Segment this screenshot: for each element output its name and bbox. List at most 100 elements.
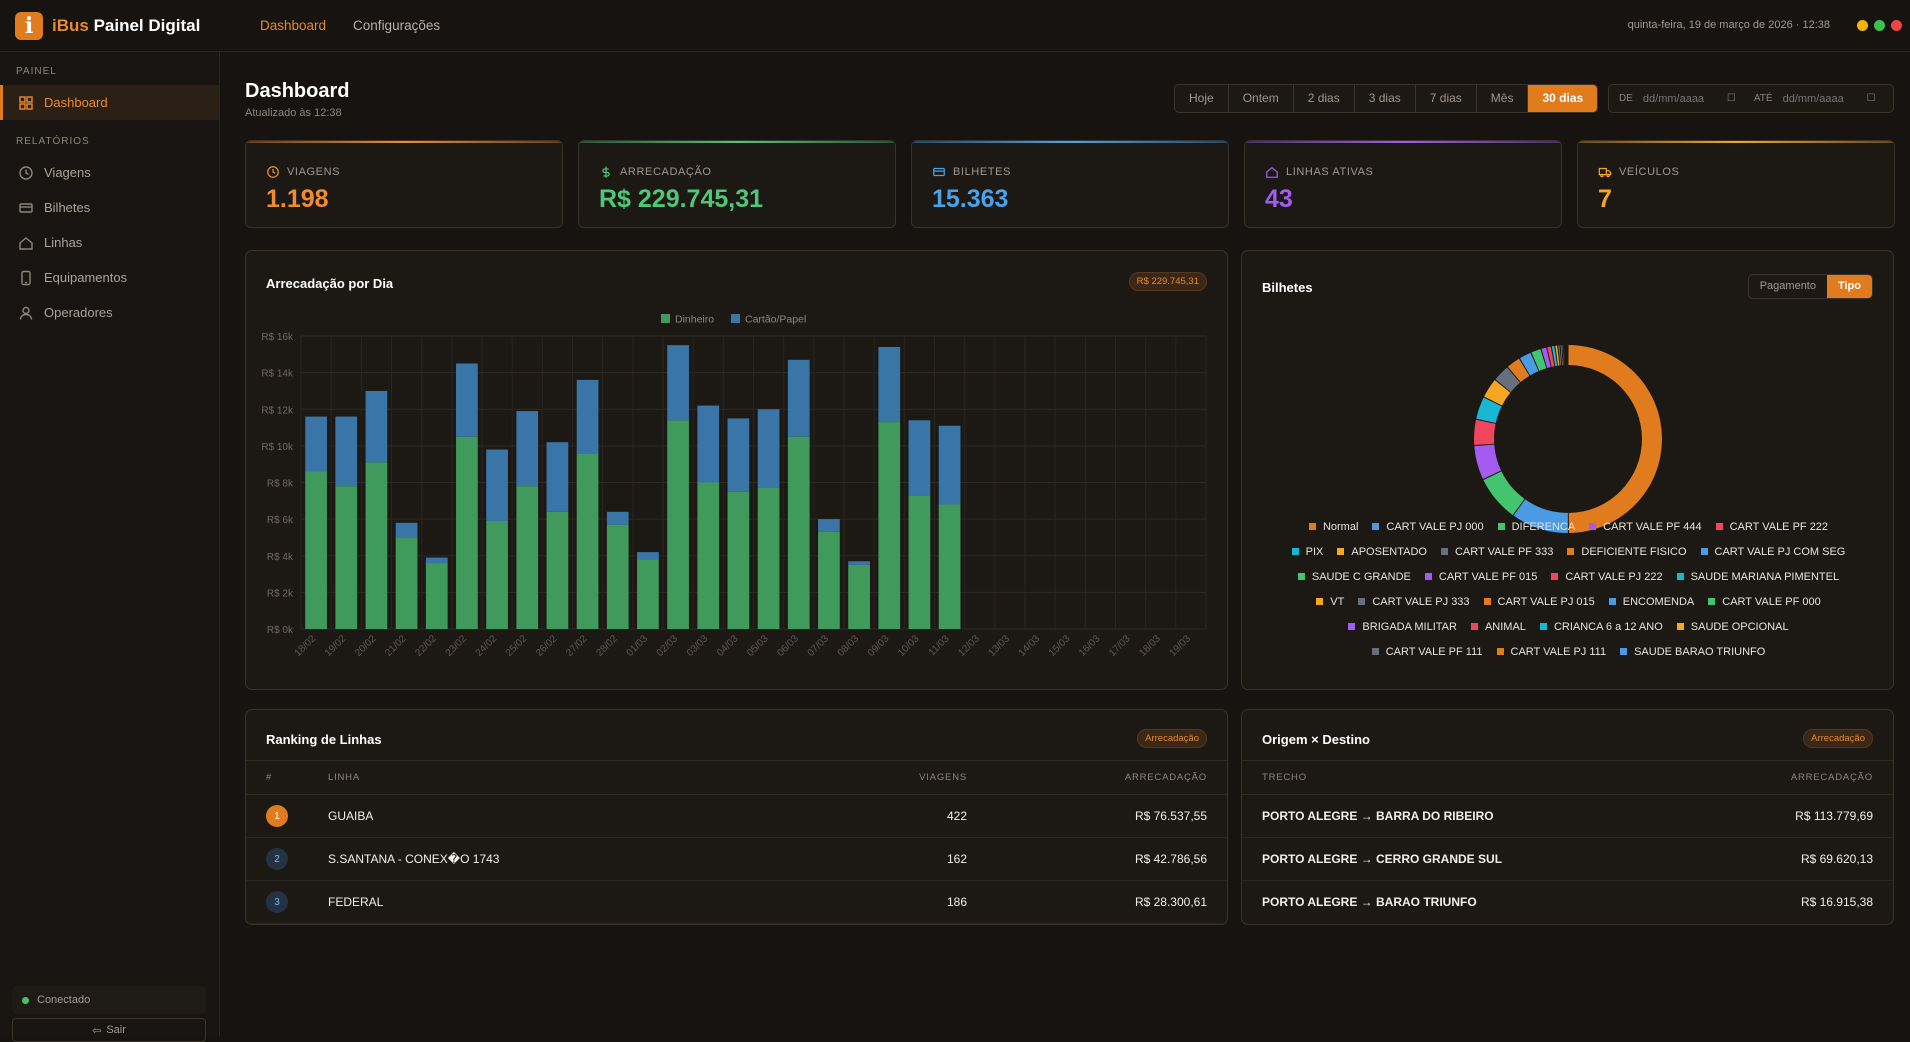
bar-segment[interactable]: [787, 436, 810, 629]
donut-slice[interactable]: [1474, 444, 1502, 480]
legend-item[interactable]: CART VALE PF 111: [1371, 640, 1483, 663]
donut-slice[interactable]: [1513, 499, 1568, 533]
donut-slice[interactable]: [1547, 346, 1555, 367]
calendar-icon[interactable]: ☐: [1726, 93, 1736, 104]
bar-segment[interactable]: [818, 531, 840, 629]
filter-30-dias[interactable]: 30 dias: [1528, 85, 1598, 112]
legend-item[interactable]: CART VALE PJ 015: [1483, 590, 1595, 613]
bar-segment[interactable]: [878, 346, 901, 423]
filter-7-dias[interactable]: 7 dias: [1416, 85, 1477, 112]
bar-segment[interactable]: [335, 416, 358, 487]
filter-ontem[interactable]: Ontem: [1229, 85, 1294, 112]
bar-segment[interactable]: [757, 409, 780, 488]
toggle-pagamento[interactable]: Pagamento: [1759, 280, 1816, 292]
legend-label[interactable]: Cartão/Papel: [745, 314, 806, 326]
donut-slice[interactable]: [1531, 349, 1547, 371]
donut-slice[interactable]: [1541, 347, 1551, 369]
bar-segment[interactable]: [486, 520, 508, 629]
bar-segment[interactable]: [606, 524, 629, 629]
legend-item[interactable]: DIFERENCA: [1497, 515, 1575, 538]
sidebar-item-equipamentos[interactable]: Equipamentos: [0, 260, 219, 295]
bar-segment[interactable]: [787, 359, 810, 437]
sidebar-item-dashboard[interactable]: Dashboard: [0, 85, 219, 120]
bar-segment[interactable]: [335, 486, 358, 629]
bar-segment[interactable]: [878, 422, 901, 629]
legend-item[interactable]: SAUDE C GRANDE: [1297, 565, 1411, 588]
bar-segment[interactable]: [576, 379, 599, 454]
legend-item[interactable]: PIX: [1291, 540, 1323, 563]
table-row[interactable]: 3 FEDERAL 186 R$ 28.300,61: [246, 880, 1227, 924]
legend-item[interactable]: CRIANCA 6 a 12 ANO: [1539, 615, 1663, 638]
bar-segment[interactable]: [546, 442, 569, 512]
legend-item[interactable]: CART VALE PJ 111: [1496, 640, 1606, 663]
sidebar-item-operadores[interactable]: Operadores: [0, 295, 219, 330]
bar-segment[interactable]: [546, 511, 569, 629]
filter-3-dias[interactable]: 3 dias: [1355, 85, 1416, 112]
bar-segment[interactable]: [365, 390, 388, 463]
legend-item[interactable]: BRIGADA MILITAR: [1348, 615, 1457, 638]
legend-item[interactable]: ANIMAL: [1470, 615, 1526, 638]
bar-segment[interactable]: [365, 462, 388, 629]
bar-segment[interactable]: [606, 511, 629, 525]
bar-segment[interactable]: [757, 487, 780, 629]
donut-slice[interactable]: [1558, 345, 1562, 366]
legend-item[interactable]: CART VALE PF 000: [1708, 590, 1821, 613]
legend-item[interactable]: CART VALE PF 222: [1715, 515, 1828, 538]
toggle-tipo[interactable]: Tipo: [1826, 275, 1872, 298]
bar-segment[interactable]: [938, 425, 961, 505]
app-logo[interactable]: i iBus Painel Digital: [15, 11, 260, 40]
legend-item[interactable]: SAUDE OPCIONAL: [1676, 615, 1789, 638]
bar-segment[interactable]: [305, 416, 327, 472]
legend-item[interactable]: Normal: [1308, 515, 1358, 538]
legend-item[interactable]: VT: [1316, 590, 1344, 613]
sidebar-item-viagens[interactable]: Viagens: [0, 155, 219, 190]
donut-slice[interactable]: [1507, 358, 1530, 383]
date-to-input[interactable]: [1782, 92, 1867, 105]
legend-item[interactable]: ENCOMENDA: [1608, 590, 1694, 613]
bar-segment[interactable]: [938, 504, 961, 629]
bar-segment[interactable]: [667, 420, 689, 629]
bar-segment[interactable]: [456, 436, 478, 629]
date-from-input[interactable]: [1642, 92, 1727, 105]
bar-segment[interactable]: [637, 559, 659, 629]
window-dot-red[interactable]: [1891, 20, 1902, 31]
topnav-dashboard[interactable]: Dashboard: [260, 18, 327, 33]
col-viagens[interactable]: VIAGENS: [807, 760, 967, 795]
col-arrecadacao[interactable]: ARRECADAÇÃO: [1709, 760, 1893, 795]
bar-segment[interactable]: [697, 405, 720, 483]
calendar-icon[interactable]: ☐: [1866, 93, 1876, 104]
bar-segment[interactable]: [908, 420, 931, 496]
table-row[interactable]: 2 S.SANTANA - CONEX�O 1743 162 R$ 42.786…: [246, 837, 1227, 881]
bar-segment[interactable]: [576, 453, 599, 629]
logout-button[interactable]: ⇦ Sair: [12, 1018, 206, 1042]
bar-segment[interactable]: [848, 561, 870, 565]
bar-segment[interactable]: [486, 449, 508, 521]
donut-slice[interactable]: [1551, 346, 1558, 367]
donut-slice[interactable]: [1483, 471, 1525, 516]
bar-segment[interactable]: [727, 418, 750, 492]
donut-slice[interactable]: [1484, 380, 1511, 406]
bar-segment[interactable]: [425, 563, 448, 629]
donut-slice[interactable]: [1519, 352, 1539, 376]
bar-segment[interactable]: [395, 522, 418, 538]
bar-segment[interactable]: [848, 564, 870, 629]
sidebar-item-linhas[interactable]: Linhas: [0, 225, 219, 260]
topnav-configuracoes[interactable]: Configurações: [353, 18, 441, 33]
donut-slice[interactable]: [1495, 367, 1521, 392]
legend-item[interactable]: SAUDE MARIANA PIMENTEL: [1676, 565, 1839, 588]
bar-segment[interactable]: [818, 519, 840, 532]
table-row[interactable]: PORTO ALEGRE → BARRA DO RIBEIRO R$ 113.7…: [1242, 794, 1893, 838]
donut-slice[interactable]: [1562, 345, 1564, 366]
bar-segment[interactable]: [667, 345, 689, 421]
bar-segment[interactable]: [908, 495, 931, 629]
donut-slice[interactable]: [1563, 345, 1565, 366]
legend-item[interactable]: CART VALE PF 015: [1424, 565, 1537, 588]
bar-segment[interactable]: [516, 411, 539, 487]
donut-slice[interactable]: [1476, 397, 1502, 423]
col-linha[interactable]: LINHA: [328, 760, 807, 795]
legend-item[interactable]: CART VALE PF 333: [1440, 540, 1553, 563]
table-row[interactable]: PORTO ALEGRE → BARAO TRIUNFO R$ 16.915,3…: [1242, 881, 1893, 924]
legend-item[interactable]: CART VALE PF 444: [1589, 515, 1702, 538]
bar-segment[interactable]: [425, 557, 448, 564]
filter-2-dias[interactable]: 2 dias: [1294, 85, 1355, 112]
